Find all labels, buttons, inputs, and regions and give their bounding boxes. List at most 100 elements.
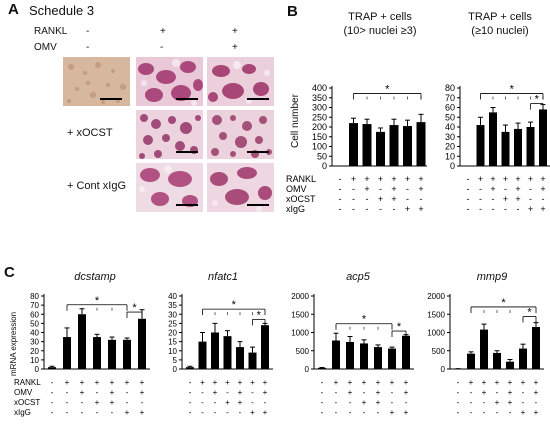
condition-sign: - xyxy=(321,378,324,387)
condition-sign: - xyxy=(126,388,129,397)
condition-sign: + xyxy=(508,398,513,407)
condition-sign: + xyxy=(515,174,520,184)
condition-sign: - xyxy=(492,194,495,204)
condition-sign: - xyxy=(51,378,54,387)
condition-table-c: RANKL - + + + + + + - + + + + + + - + + + + + + - + + + + + +OMV - - + -… xyxy=(14,378,539,417)
condition-sign: - xyxy=(339,204,342,214)
condition-sign: + xyxy=(508,388,513,397)
y-tick-label: 50 xyxy=(30,319,39,328)
condition-sign: + xyxy=(418,174,423,184)
row-label-rankl: RANKL xyxy=(34,26,68,37)
condition-sign: - xyxy=(393,204,396,214)
bar xyxy=(403,126,412,166)
condition-sign: + xyxy=(515,194,520,204)
significance-star: * xyxy=(510,83,515,95)
bar xyxy=(108,339,116,369)
y-tick-label: 1000 xyxy=(427,329,445,338)
chart-b1-title-line2: (10> nuclei ≥3) xyxy=(343,25,417,37)
condition-sign: + xyxy=(418,184,423,194)
condition-table-b: RANKL - + + + + + + - + + + + + +OMV - - + - + - + - - + - + - +xOCS… xyxy=(286,174,546,214)
bar xyxy=(360,343,368,369)
condition-sign: + xyxy=(376,378,381,387)
condition-sign: - xyxy=(405,398,408,407)
condition-sign: - xyxy=(189,398,192,407)
condition-sign: - xyxy=(189,388,192,397)
condition-sign: - xyxy=(321,398,324,407)
condition-sign: + xyxy=(540,204,545,214)
condition-sign: + xyxy=(250,408,255,417)
schedule-title: Schedule 3 xyxy=(29,3,95,18)
condition-sign: + xyxy=(348,388,353,397)
micrograph-control xyxy=(63,57,130,106)
y-tick-label: 20 xyxy=(30,347,39,356)
condition-sign: - xyxy=(51,398,54,407)
condition-sign: + xyxy=(65,378,70,387)
y-tick-label: 100 xyxy=(312,142,327,152)
bar xyxy=(248,352,257,369)
y-tick-label: 40 xyxy=(168,292,177,301)
bar xyxy=(261,325,269,369)
condition-sign: + xyxy=(238,378,243,387)
condition-sign: - xyxy=(352,204,355,214)
chart-b2-title-line2: (≥10 nuclei) xyxy=(471,25,529,37)
condition-sign: + xyxy=(503,194,508,204)
condition-sign: - xyxy=(457,378,460,387)
y-tick-label: 15 xyxy=(168,338,177,347)
condition-sign: - xyxy=(141,398,144,407)
significance-star: * xyxy=(535,94,540,106)
condition-sign: - xyxy=(483,408,486,417)
condition-sign: - xyxy=(226,388,229,397)
condition-sign: + xyxy=(125,408,130,417)
condition-sign: + xyxy=(528,174,533,184)
y-tick-label: 80 xyxy=(30,292,39,301)
condition-sign: + xyxy=(378,194,383,204)
condition-row-label: xOCST xyxy=(14,398,40,407)
y-tick-label: 500 xyxy=(432,347,446,356)
condition-sign: - xyxy=(335,398,338,407)
condition-sign: + xyxy=(110,398,115,407)
condition-sign: - xyxy=(467,184,470,194)
y-tick-label: 200 xyxy=(312,122,327,132)
y-tick-label: 40 xyxy=(445,122,455,132)
y-tick-label: 350 xyxy=(312,93,327,103)
y-tick-label: 80 xyxy=(445,83,455,93)
condition-sign: - xyxy=(264,398,267,407)
panel-letter-b: B xyxy=(287,3,298,20)
condition-sign: + xyxy=(521,408,526,417)
bar xyxy=(335,166,345,167)
condition-sign: - xyxy=(535,398,538,407)
chart-b1-title-line1: TRAP + cells xyxy=(348,11,412,23)
condition-sign: - xyxy=(189,408,192,417)
condition-sign: + xyxy=(238,388,243,397)
bar xyxy=(123,339,131,369)
bar xyxy=(388,348,396,369)
condition-sign: - xyxy=(349,408,352,417)
condition-sign: + xyxy=(362,398,367,407)
condition-sign: - xyxy=(522,398,525,407)
condition-sign: - xyxy=(504,184,507,194)
condition-sign: + xyxy=(515,184,520,194)
bar xyxy=(374,347,382,369)
condition-sign: + xyxy=(490,174,495,184)
bar xyxy=(493,352,501,369)
chart-c-ylabel: mRNA expression xyxy=(9,311,18,376)
condition-sign: + xyxy=(80,388,85,397)
chart-mmp9: 0 500 1000 1500 2000 * * xyxy=(427,292,544,374)
bar xyxy=(211,332,219,369)
bar xyxy=(416,122,426,166)
micrograph-rankl-omv-xigg xyxy=(207,163,274,212)
condition-sign: - xyxy=(51,408,54,417)
condition-sign: - xyxy=(96,388,99,397)
condition-sign: + xyxy=(263,378,268,387)
condition-sign: - xyxy=(470,408,473,417)
condition-sign: - xyxy=(377,408,380,417)
y-tick-label: 0 xyxy=(305,365,310,374)
condition-sign: - xyxy=(352,194,355,204)
condition-sign: - xyxy=(391,388,394,397)
condition-sign: - xyxy=(391,398,394,407)
condition-sign: - xyxy=(457,408,460,417)
y-tick-label: 0 xyxy=(322,161,327,171)
condition-row-label: OMV xyxy=(14,388,33,397)
condition-sign: + xyxy=(140,408,145,417)
chart-acp5: 0 500 1000 1500 2000 * * xyxy=(291,292,414,374)
